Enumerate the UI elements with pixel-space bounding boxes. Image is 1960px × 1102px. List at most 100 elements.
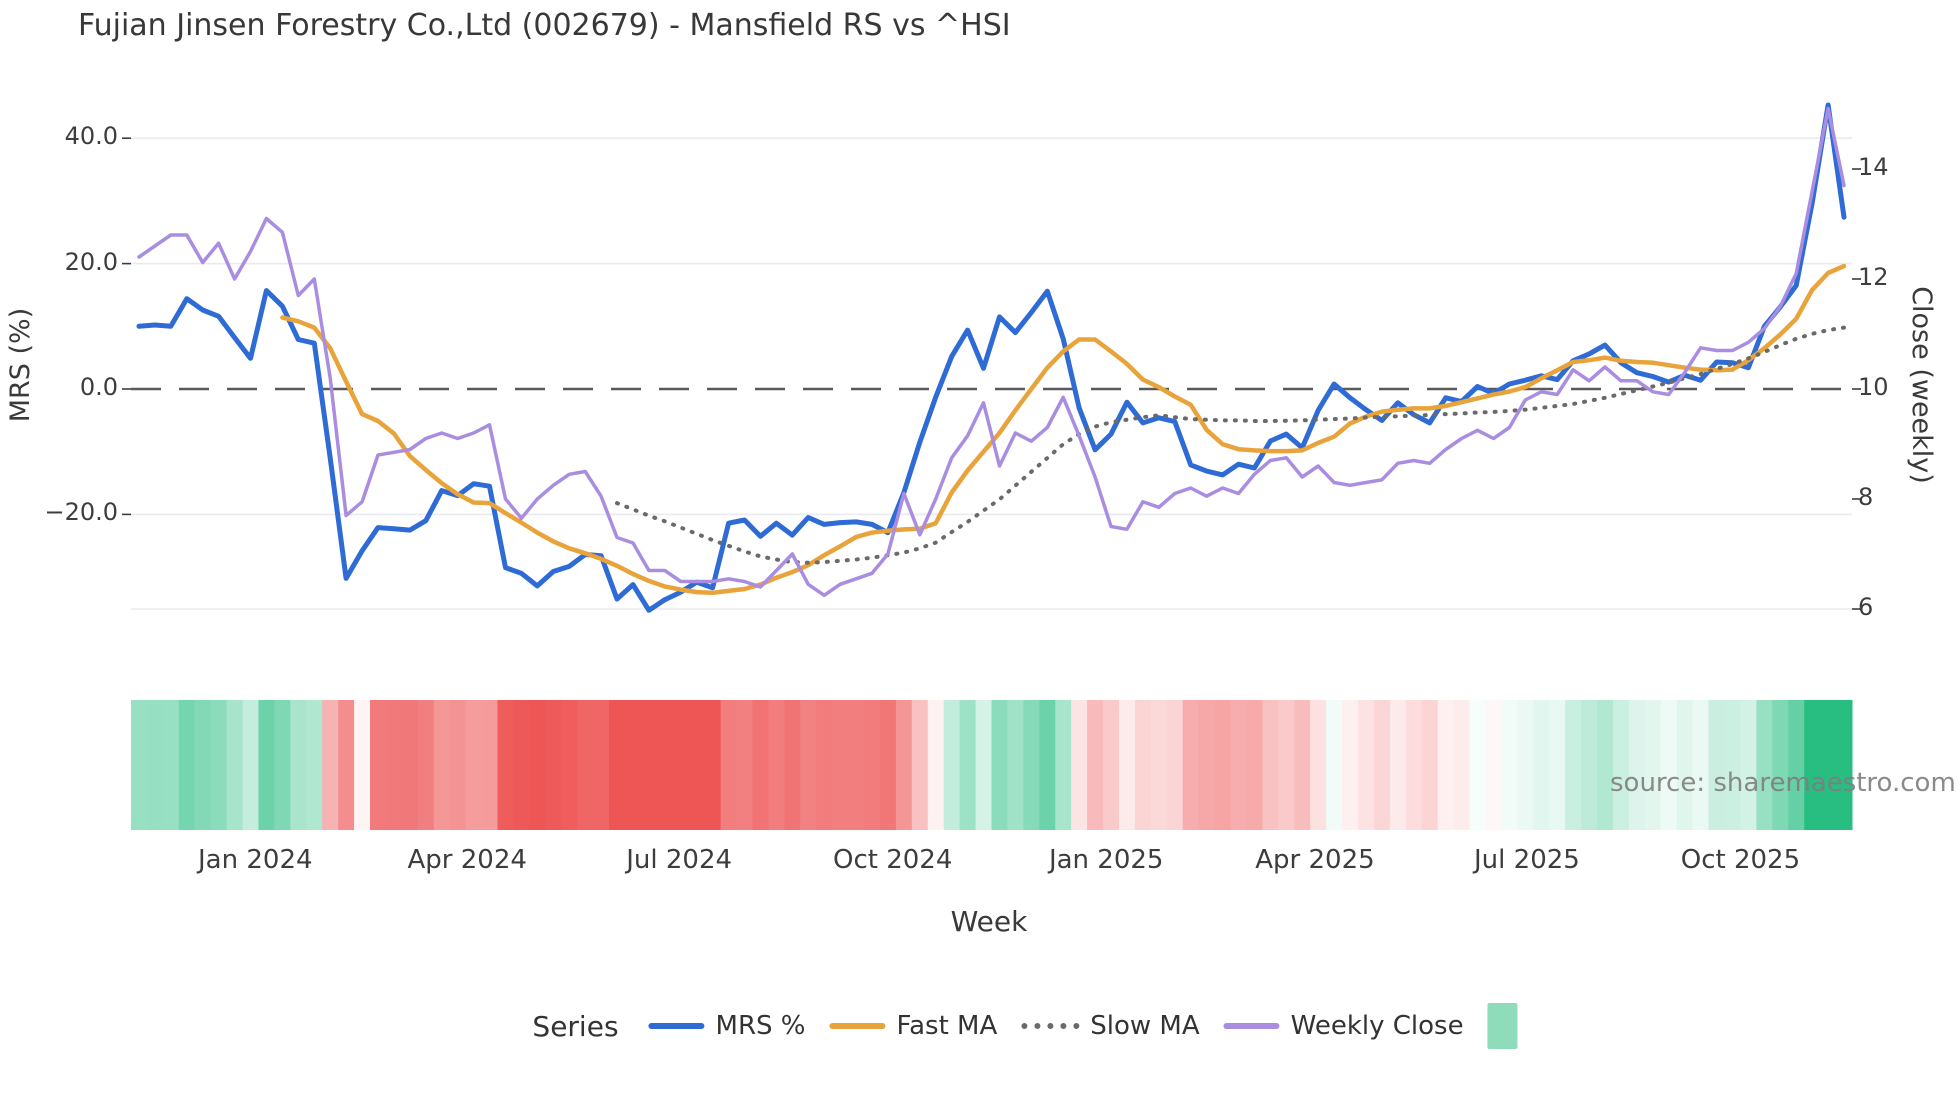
- heatmap-cell: [975, 700, 992, 830]
- heatmap-cell: [449, 700, 467, 830]
- heatmap-cell: [1262, 700, 1279, 830]
- line-swatch-icon: [1223, 1023, 1280, 1029]
- x-tick-label: Oct 2024: [832, 845, 953, 875]
- heatmap-cell: [274, 700, 291, 830]
- heatmap-cell: [816, 700, 833, 830]
- heatmap-cell: [768, 700, 785, 830]
- heatmap-cell: [1166, 700, 1184, 830]
- heatmap-cell: [624, 700, 642, 830]
- heatmap-cell: [1485, 700, 1502, 830]
- heatmap-cell: [688, 700, 706, 830]
- heatmap-cell: [640, 700, 658, 830]
- legend-item-label: MRS %: [715, 1011, 806, 1041]
- heatmap-cell: [1214, 700, 1232, 830]
- heatmap-cell: [226, 700, 244, 830]
- y-tick-label-right: 12: [1858, 263, 1889, 291]
- x-tick-label: Apr 2025: [1255, 845, 1375, 875]
- heatmap-cell: [848, 700, 865, 830]
- y-tick-label-right: 14: [1858, 153, 1889, 181]
- heatmap-cell: [1517, 700, 1534, 830]
- heatmap-cell: [1644, 700, 1662, 830]
- heatmap-cell: [672, 700, 690, 830]
- heatmap-cell: [1469, 700, 1486, 830]
- heatmap-cell: [497, 700, 514, 830]
- heatmap-cell: [1039, 700, 1056, 830]
- heatmap-cell: [1597, 700, 1614, 830]
- heatmap-cell: [1278, 700, 1295, 830]
- legend-item-mrs-: MRS %: [648, 1011, 806, 1041]
- heatmap-cell: [1836, 700, 1853, 830]
- heatmap-cell: [1788, 700, 1805, 830]
- y-tick-label-left: 0.0: [79, 373, 118, 401]
- line-swatch-icon: [648, 1023, 705, 1029]
- x-tick-label: Jan 2024: [198, 845, 313, 875]
- heatmap-cell: [832, 700, 849, 830]
- heatmap-cell: [656, 700, 674, 830]
- heatmap-cell: [210, 700, 228, 830]
- legend-item-weekly-close: Weekly Close: [1223, 1011, 1464, 1041]
- heatmap-cell: [306, 700, 323, 830]
- heatmap-cell: [1071, 700, 1088, 830]
- heatmap-cell: [784, 700, 801, 830]
- heatmap-cell: [1405, 700, 1423, 830]
- x-tick-label: Apr 2024: [407, 845, 527, 875]
- heatmap-cell: [1453, 700, 1471, 830]
- heatmap-cell: [879, 700, 897, 830]
- heatmap-cell: [1087, 700, 1104, 830]
- heatmap-cell: [911, 700, 929, 830]
- heatmap-swatch-icon: [1487, 1003, 1518, 1049]
- heatmap-cell: [1150, 700, 1168, 830]
- heatmap-cell: [1326, 700, 1343, 830]
- heatmap-cell: [1565, 700, 1582, 830]
- y-tick-label-right: 8: [1858, 483, 1874, 511]
- heatmap-cell: [290, 700, 307, 830]
- heatmap-cell: [1007, 700, 1024, 830]
- legend-item-heatmap: [1487, 1003, 1518, 1049]
- heatmap-cell: [1373, 700, 1391, 830]
- heatmap-cell: [1612, 700, 1630, 830]
- line-swatch-icon: [1021, 1023, 1080, 1029]
- heatmap-cell: [1820, 700, 1837, 830]
- x-tick-label: Jul 2024: [626, 845, 733, 875]
- heatmap-cell: [513, 700, 530, 830]
- heatmap-cell: [1772, 700, 1789, 830]
- heatmap-cell: [561, 700, 578, 830]
- series-line-fast-ma: [280, 263, 1847, 596]
- heatmap-cell: [593, 700, 610, 830]
- y-tick-label-right: 6: [1858, 593, 1874, 621]
- y-tick-label-left: −20.0: [44, 498, 118, 527]
- heatmap-cell: [1724, 700, 1741, 830]
- heatmap-cell: [864, 700, 881, 830]
- heatmap-cell: [258, 700, 275, 830]
- y-axis-label-left: MRS (%): [5, 307, 36, 423]
- heatmap-cell: [481, 700, 499, 830]
- heatmap-cell: [146, 700, 164, 830]
- heatmap-cell: [704, 700, 722, 830]
- heatmap-cell: [242, 700, 259, 830]
- line-swatch-icon: [829, 1023, 886, 1029]
- heatmap-cell: [178, 700, 196, 830]
- heatmap-cell: [1389, 700, 1407, 830]
- legend-title: Series: [532, 1009, 619, 1043]
- heatmap-cell: [1437, 700, 1455, 830]
- heatmap-cell: [959, 700, 977, 830]
- heatmap-cell: [194, 700, 212, 830]
- heatmap-cell: [577, 700, 594, 830]
- legend-item-fast-ma: Fast MA: [829, 1011, 997, 1041]
- heatmap-cell: [1581, 700, 1598, 830]
- heatmap-cell: [1628, 700, 1646, 830]
- heatmap-cell: [545, 700, 562, 830]
- heatmap-cell: [1421, 700, 1439, 830]
- legend: Series MRS % Fast MA Slow MA Weekly Close: [532, 1000, 1518, 1052]
- heatmap-cell: [927, 700, 945, 830]
- heatmap-cell: [1246, 700, 1263, 830]
- x-axis-label: Week: [950, 905, 1028, 938]
- heatmap-cell: [1182, 700, 1200, 830]
- heatmap-cell: [609, 700, 626, 830]
- heatmap-cell: [131, 700, 148, 830]
- heatmap-cell: [1676, 700, 1694, 830]
- y-tick-label-left: 40.0: [64, 122, 118, 151]
- heatmap-cell: [465, 700, 483, 830]
- heatmap-cell: [1342, 700, 1359, 830]
